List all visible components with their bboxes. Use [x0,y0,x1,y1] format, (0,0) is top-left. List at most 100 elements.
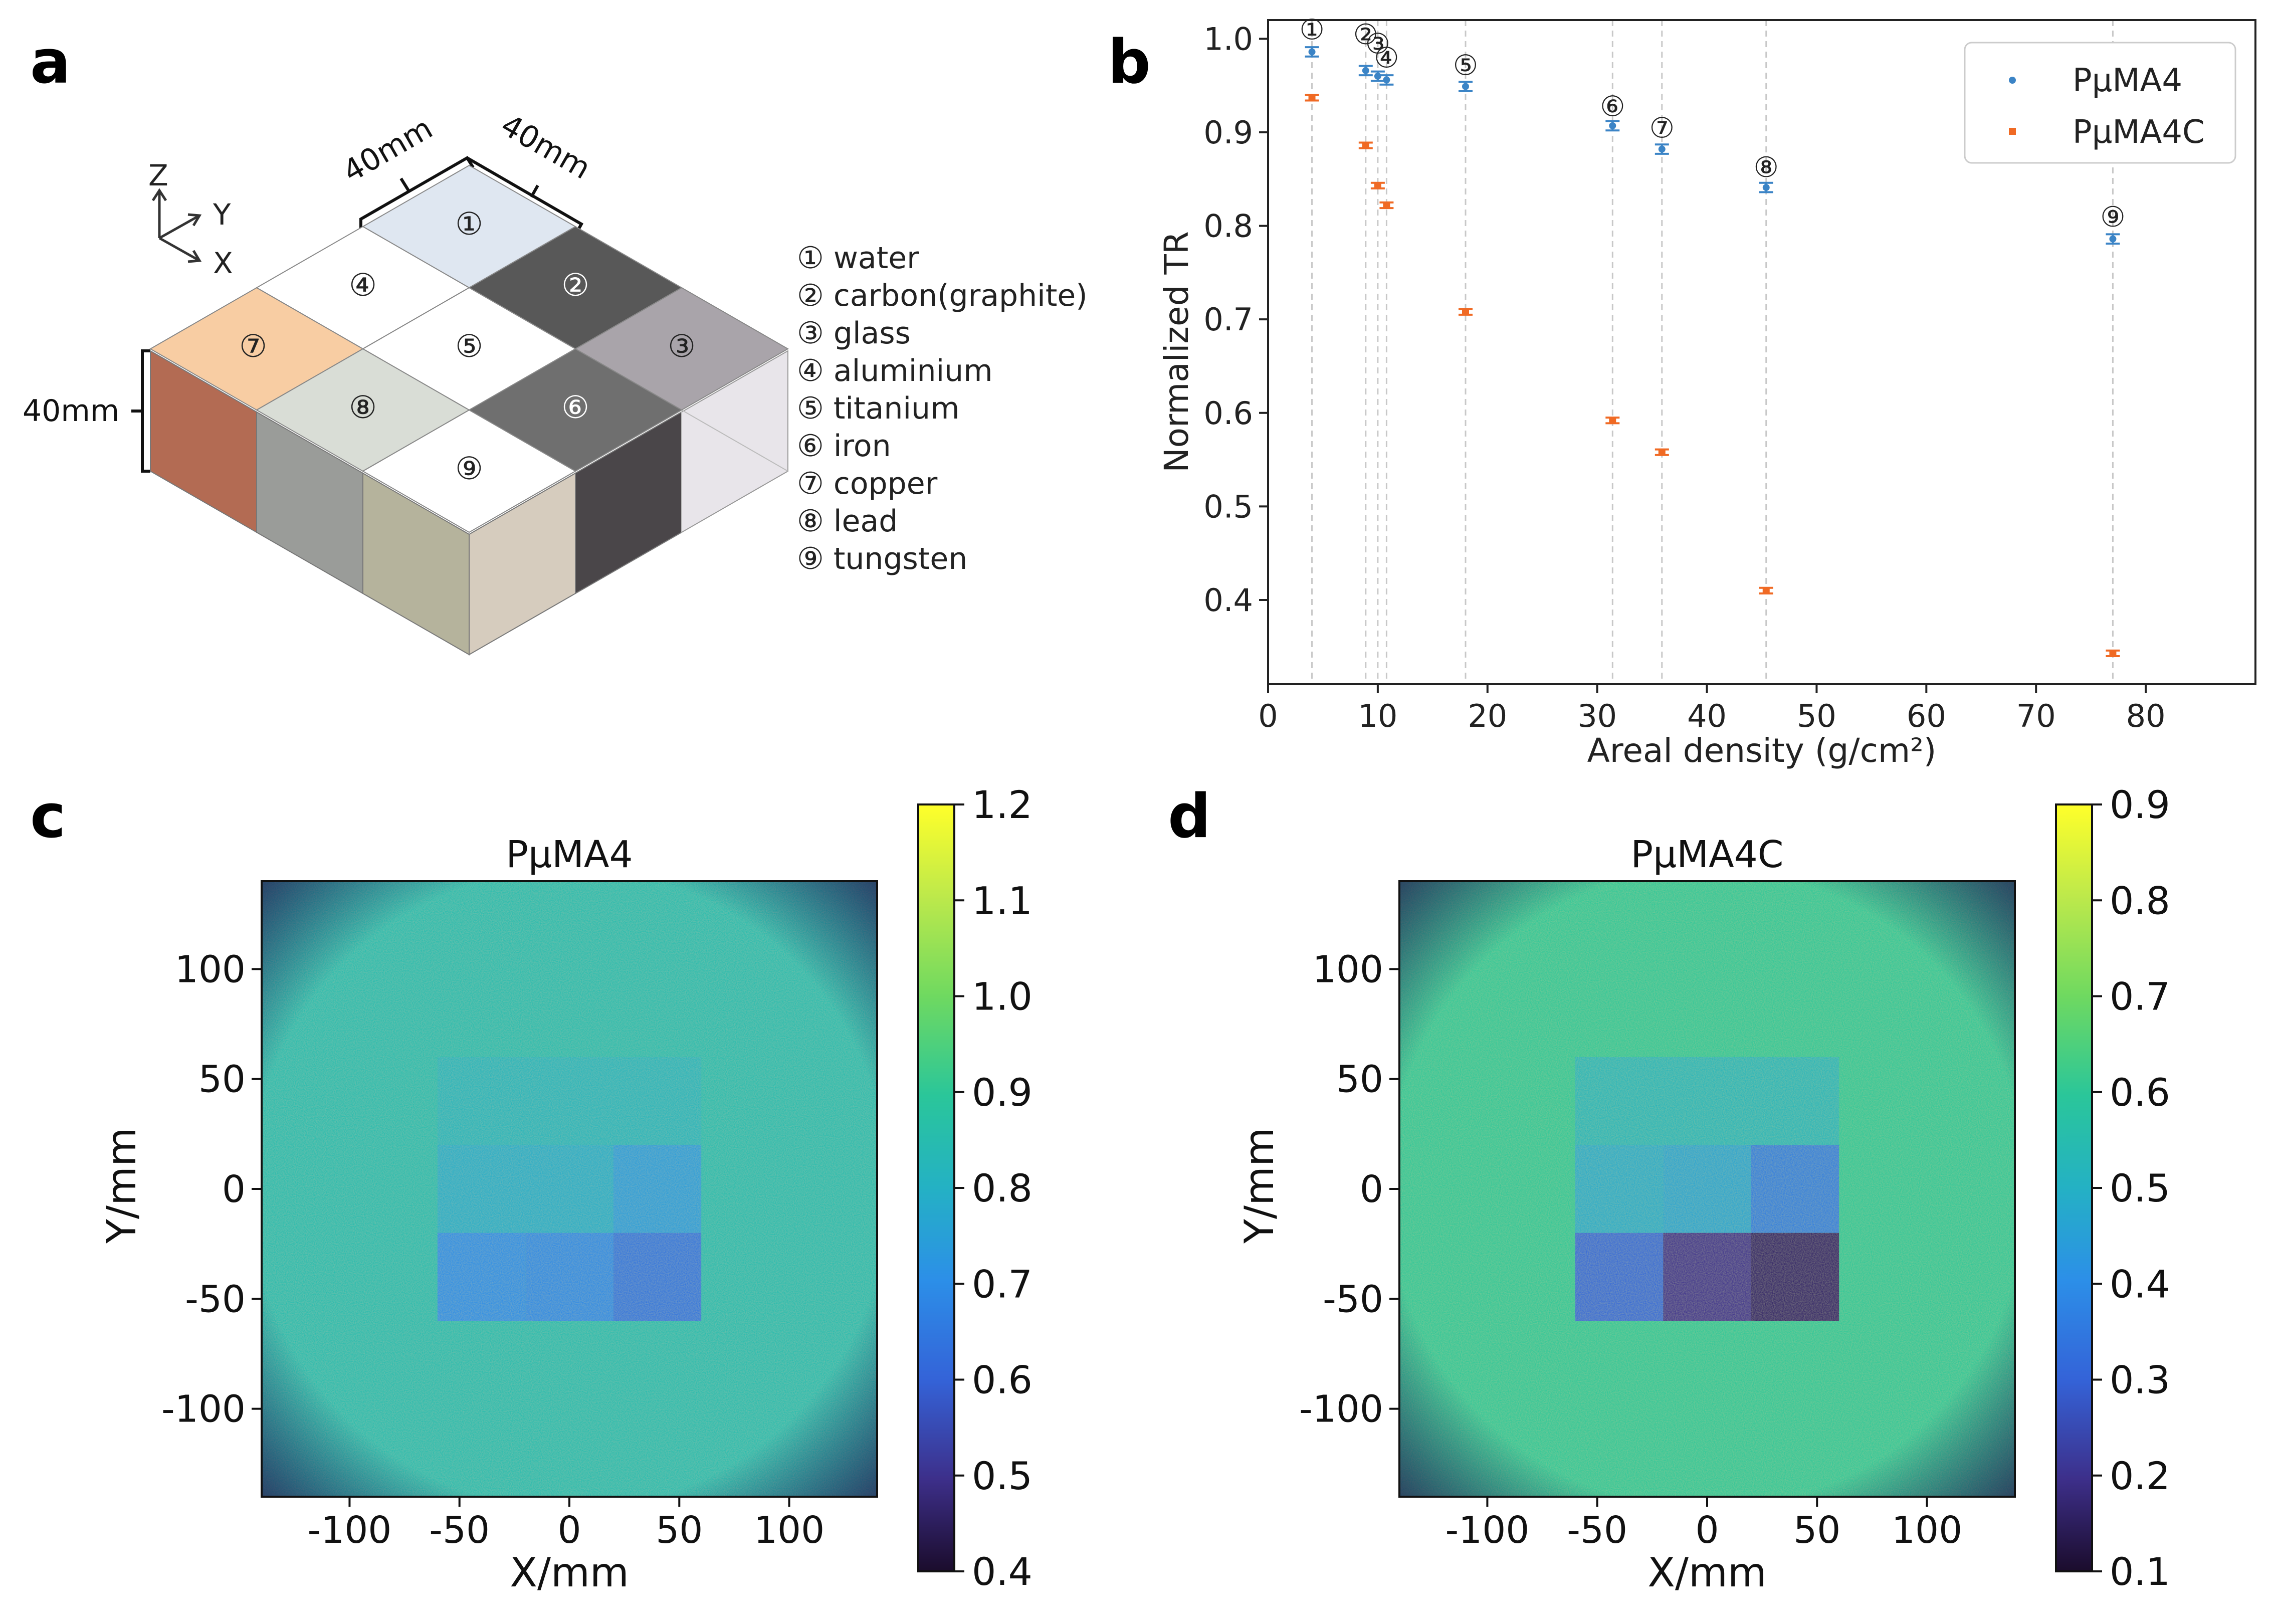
c-heatmap-image [261,880,878,1498]
d-xtick-label: 0 [1695,1509,1719,1552]
d-ytick-label: -100 [1299,1388,1383,1431]
d-colorbar-label: 0.4 [2110,1262,2170,1306]
b-data-points [1305,46,2120,658]
c-colorbar-label: 0.9 [972,1070,1032,1115]
c-colorbar-label: 1.0 [972,974,1032,1019]
d-colorbar-label: 0.8 [2110,878,2170,923]
c-colorbar: 1.2 1.1 1.0 0.9 0.8 0.7 0.6 0.5 0.4 [917,782,1032,1594]
d-ytick-label: 50 [1336,1058,1383,1101]
d-axis-ticks: -100 -50 0 50 100 100 50 0 -50 -100 [1299,948,1962,1552]
b-marker-label-2: ② [1353,19,1378,51]
b-point-pma4 [1762,184,1770,191]
cell-7-label: ⑦ [239,328,267,364]
cell-9-label: ⑨ [455,450,483,487]
d-ylabel: Y/mm [1236,1127,1283,1244]
d-ytick-label: 100 [1313,948,1383,991]
b-point-pma4c [1762,587,1770,594]
b-point-pma4 [1658,145,1666,153]
b-xtick-label: 0 [1258,698,1278,734]
d-colorbar-label: 0.2 [2110,1454,2170,1498]
b-xtick-label: 50 [1797,698,1836,734]
c-ytick-label: 100 [175,948,246,991]
b-point-pma4c [1462,308,1469,316]
d-colorbar-label: 0.1 [2110,1549,2170,1594]
b-ytick-label: 1.0 [1203,21,1253,57]
b-marker-label-9: ⑨ [2100,201,2125,234]
cell-6-label: ⑥ [561,389,589,426]
b-ytick-label: 0.8 [1203,208,1253,245]
b-point-pma4c [1374,182,1381,189]
b-marker-label-7: ⑦ [1649,112,1675,145]
panel-c-heatmap: PμMA4 -100 -50 0 50 100 100 50 0 -50 -100 X/mm Y/… [98,782,1032,1596]
b-marker-label-6: ⑥ [1600,91,1625,123]
d-xtick-label: -50 [1567,1509,1627,1552]
cell-2-label: ② [561,267,589,303]
b-axis-ticks: 0 10 20 30 40 50 60 70 80 0.4 0.5 0.6 0.7 0.8 0.9 1.0 [1203,21,2165,734]
legend-water: ① water [797,241,919,276]
legend-carbon: ② carbon(graphite) [797,278,1088,313]
b-xtick-label: 60 [1907,698,1946,734]
c-xtick-label: -100 [307,1509,391,1552]
panel-d-heatmap: PμMA4C -100 -50 0 50 100 100 50 0 -50 -100 X/mm Y… [1236,782,2170,1596]
b-point-pma4c [2109,650,2117,657]
c-colorbar-label: 0.4 [972,1549,1032,1594]
cell-8-label: ⑧ [349,389,377,426]
d-title: PμMA4C [1631,833,1784,876]
b-point-pma4c [1658,449,1666,456]
c-colorbar-label: 1.2 [972,782,1032,827]
b-ytick-label: 0.9 [1203,114,1253,151]
axis-z-label: Z [148,158,168,192]
cell-1-label: ① [455,206,483,242]
c-xtick-label: 0 [557,1509,581,1552]
d-colorbar-gradient [2055,803,2093,1572]
c-xlabel: X/mm [510,1549,629,1596]
d-xtick-label: 50 [1793,1509,1840,1552]
b-marker-label-3: ③ [1365,28,1390,61]
b-ytick-label: 0.6 [1203,395,1253,432]
b-material-markers: ① ②③④ ⑤ ⑥⑦ ⑧ ⑨ [1299,14,2125,234]
dimension-top-right: 40mm [495,107,596,186]
c-xtick-label: 50 [656,1509,703,1552]
c-colorbar-label: 0.7 [972,1262,1032,1306]
d-heatmap-image [1398,880,2016,1498]
b-point-pma4 [1374,72,1381,80]
legend-iron: ⑥ iron [797,429,891,464]
b-xtick-label: 80 [2126,698,2166,734]
c-ytick-label: -100 [161,1388,246,1431]
b-point-pma4c [1383,201,1390,209]
c-ylabel: Y/mm [98,1127,145,1244]
cell-4-label: ④ [349,267,377,303]
c-ytick-label: 0 [222,1168,246,1211]
legend-copper: ⑦ copper [797,466,938,501]
b-marker-label-8: ⑧ [1754,151,1779,184]
b-xtick-label: 10 [1358,698,1397,734]
b-legend-marker-pma4 [2009,77,2016,84]
d-colorbar: 0.9 0.8 0.7 0.6 0.5 0.4 0.3 0.2 0.1 [2055,782,2170,1594]
c-axis-ticks: -100 -50 0 50 100 100 50 0 -50 -100 [161,948,824,1552]
legend-lead: ⑧ lead [797,504,898,539]
c-edge-falloff [262,881,877,1497]
panel-b-scatter: 0 10 20 30 40 50 60 70 80 0.4 0.5 0.6 0.7 0.8 0.9 1.0 ①… [1157,14,2256,770]
axis-y-label: Y [213,197,231,232]
b-ytick-label: 0.4 [1203,582,1253,619]
b-ytick-label: 0.7 [1203,301,1253,338]
b-legend-label-pma4: PμMA4 [2073,62,2182,99]
c-colorbar-label: 0.8 [972,1166,1032,1210]
axis-x-label: X [213,246,233,280]
b-marker-label-5: ⑤ [1453,50,1478,82]
c-xtick-label: -50 [429,1509,490,1552]
b-xtick-label: 70 [2016,698,2056,734]
c-colorbar-gradient [917,803,955,1572]
panel-label-d: d [1168,782,1211,852]
b-xlabel: Areal density (g/cm²) [1587,731,1937,770]
dimension-height: 40mm [23,393,119,429]
b-plot-frame [1267,19,2256,685]
legend-aluminium: ④ aluminium [797,353,993,388]
d-colorbar-label: 0.6 [2110,1070,2170,1115]
b-ylabel: Normalized TR [1157,231,1196,472]
axis-triad [151,188,202,263]
panel-label-a: a [30,28,71,97]
legend-titanium: ⑤ titanium [797,391,960,426]
d-xtick-label: 100 [1892,1509,1962,1552]
